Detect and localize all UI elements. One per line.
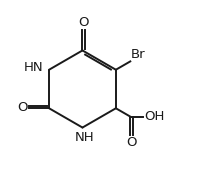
- Text: Br: Br: [131, 48, 146, 61]
- Text: OH: OH: [144, 110, 164, 123]
- Text: O: O: [18, 101, 28, 114]
- Text: HN: HN: [24, 61, 44, 74]
- Text: O: O: [78, 16, 89, 29]
- Text: NH: NH: [74, 131, 94, 144]
- Text: O: O: [126, 136, 137, 149]
